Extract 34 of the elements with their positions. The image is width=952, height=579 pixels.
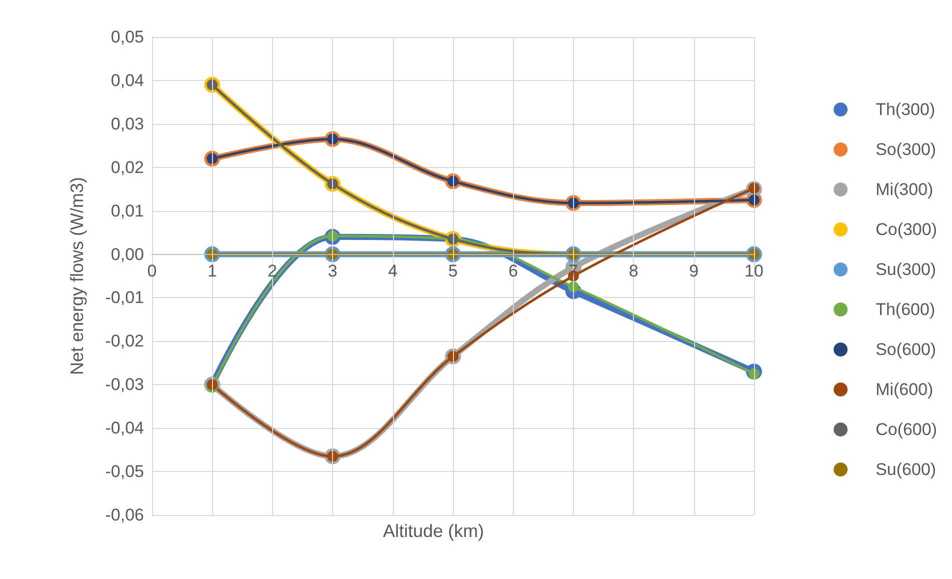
x-tick-label: 8 <box>628 261 638 280</box>
legend-label: Co(600) <box>876 420 938 439</box>
legend-label: So(300) <box>876 140 936 159</box>
legend-label: Th(300) <box>876 100 936 119</box>
x-tick-label: 4 <box>388 261 398 280</box>
legend-label: Su(300) <box>876 260 936 279</box>
legend-label: So(600) <box>876 340 936 359</box>
x-tick-label: 10 <box>744 261 764 280</box>
x-tick-label: 3 <box>328 261 338 280</box>
y-tick-label: 0,02 <box>110 158 144 177</box>
x-tick-label: 5 <box>448 261 458 280</box>
x-tick-label: 2 <box>268 261 278 280</box>
y-tick-label: -0,01 <box>105 288 144 308</box>
x-axis-title: Altitude (km) <box>383 521 484 541</box>
y-tick-label: -0,03 <box>105 375 144 394</box>
y-tick-label: 0,01 <box>110 201 144 220</box>
y-tick-label: -0,06 <box>105 506 144 524</box>
y-tick-label: -0,05 <box>105 462 144 482</box>
y-tick-label: 0,05 <box>110 28 144 46</box>
y-tick-label: -0,04 <box>105 418 144 438</box>
legend-label: Co(300) <box>876 220 938 239</box>
y-tick-label: 0,00 <box>110 244 144 264</box>
x-tick-label: 1 <box>207 261 217 280</box>
y-tick-label: -0,02 <box>105 332 144 351</box>
y-axis-title: Net energy flows (W/m3) <box>67 176 87 376</box>
y-tick-label: 0,04 <box>110 70 144 90</box>
x-tick-label: 9 <box>689 261 699 280</box>
legend-label: Mi(300) <box>876 180 934 199</box>
y-tick-label: 0,03 <box>110 114 144 134</box>
x-tick-label: 6 <box>508 261 518 280</box>
legend-label: Th(600) <box>876 300 936 319</box>
legend-label: Su(600) <box>876 460 936 479</box>
legend-label: Mi(600) <box>876 380 934 399</box>
x-tick-label: 0 <box>147 261 157 280</box>
